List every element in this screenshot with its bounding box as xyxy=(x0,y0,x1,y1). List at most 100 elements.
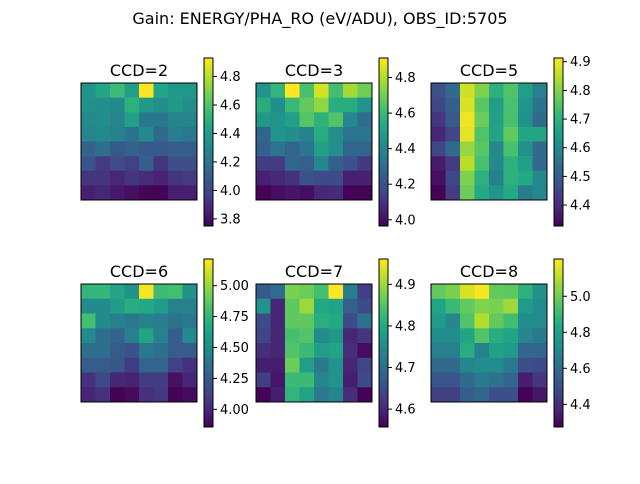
heatmap-cell xyxy=(314,141,329,157)
colorbar-segment xyxy=(554,340,563,344)
heatmap-cell xyxy=(489,372,504,388)
heatmap-cell xyxy=(285,284,300,300)
heatmap-cell xyxy=(153,83,169,98)
heatmap-cell xyxy=(182,372,198,388)
colorbar-segment xyxy=(204,63,213,67)
heatmap-panel-ccd-5: CCD=5 4.4 4.5 4.6 4.7 4.8 4.9 xyxy=(430,55,591,227)
colorbar-segment xyxy=(554,150,563,154)
heatmap-cell xyxy=(518,298,533,314)
heatmap-cell xyxy=(95,343,111,359)
heatmap-cell xyxy=(81,112,96,128)
heatmap-cell xyxy=(314,284,329,300)
colorbar-segment xyxy=(554,407,563,411)
colorbar-segment xyxy=(204,77,213,81)
heatmap-cell xyxy=(124,126,140,142)
colorbar-segment xyxy=(379,415,388,419)
heatmap-cell xyxy=(489,357,504,373)
heatmap-cell xyxy=(270,141,286,157)
colorbar-segment xyxy=(554,200,563,204)
colorbar-segment xyxy=(554,421,563,425)
heatmap-cell xyxy=(168,97,183,113)
heatmap-cell xyxy=(168,141,183,157)
heatmap-cell xyxy=(256,343,271,359)
axes-frame xyxy=(80,283,198,403)
heatmap-cell xyxy=(270,328,286,344)
heatmap-cell xyxy=(153,141,169,157)
colorbar-segment xyxy=(554,267,563,271)
colorbar-segment xyxy=(554,122,563,126)
colorbar-segment xyxy=(379,315,388,319)
heatmap-cell xyxy=(343,97,358,113)
heatmap-cell xyxy=(256,328,271,344)
heatmap-cell xyxy=(256,156,271,172)
heatmap-cell xyxy=(314,126,329,142)
heatmap-cell xyxy=(139,357,154,373)
colorbar-segment xyxy=(204,220,213,224)
colorbar-segment xyxy=(204,278,213,282)
heatmap-cell xyxy=(182,357,198,373)
heatmap-cell xyxy=(357,313,373,329)
colorbar-segment xyxy=(379,150,388,154)
heatmap-cell xyxy=(460,357,475,373)
colorbar-segment xyxy=(204,259,213,263)
heatmap-cell xyxy=(474,97,490,113)
colorbar-segment xyxy=(204,142,213,146)
heatmap-cell xyxy=(328,343,344,359)
heatmap-cell xyxy=(110,126,125,142)
colorbar-segment xyxy=(204,295,213,299)
colorbar-segment xyxy=(554,69,563,73)
colorbar: 3.8 4.0 4.2 4.4 4.6 4.8 xyxy=(203,57,241,227)
colorbar-segment xyxy=(379,281,388,285)
panel-title: CCD=8 xyxy=(460,262,518,281)
heatmap-cell xyxy=(503,357,519,373)
heatmap-cell xyxy=(182,185,198,201)
colorbar-segment xyxy=(554,275,563,279)
colorbar-frame xyxy=(203,57,214,227)
heatmap-cell xyxy=(474,112,490,128)
colorbar-segment xyxy=(379,217,388,221)
colorbar-segment xyxy=(204,309,213,313)
colorbar-tick-label: 3.8 xyxy=(220,212,241,227)
heatmap-cell xyxy=(182,170,198,186)
colorbar-segment xyxy=(204,130,213,134)
heatmap-cell xyxy=(431,357,446,373)
colorbar-tick-label: 4.00 xyxy=(220,403,249,418)
colorbar-segment xyxy=(379,295,388,299)
heatmap-cell xyxy=(357,97,373,113)
heatmap-cell xyxy=(460,284,475,300)
heatmap-cell xyxy=(285,343,300,359)
colorbar-segment xyxy=(379,289,388,293)
colorbar-segment xyxy=(204,382,213,386)
heatmap-cell xyxy=(445,357,461,373)
heatmap-cell xyxy=(182,284,198,300)
heatmap-cell xyxy=(518,112,533,128)
heatmap-cell xyxy=(532,170,548,186)
heatmap-cell xyxy=(124,170,140,186)
heatmap-cell xyxy=(343,141,358,157)
colorbar-tick-label: 4.6 xyxy=(395,403,416,418)
heatmap-cell xyxy=(153,170,169,186)
colorbar-segment xyxy=(379,60,388,64)
colorbar-segment xyxy=(554,331,563,335)
colorbar-segment xyxy=(379,387,388,391)
colorbar-segment xyxy=(379,69,388,73)
colorbar-segment xyxy=(204,326,213,330)
heatmap-cell xyxy=(357,298,373,314)
heatmap-cell xyxy=(153,112,169,128)
colorbar-segment xyxy=(379,379,388,383)
heatmap-panel-ccd-7: CCD=7 4.6 4.7 4.8 4.9 xyxy=(255,258,416,428)
heatmap-cell xyxy=(445,170,461,186)
heatmap-cell xyxy=(270,126,286,142)
colorbar-segment xyxy=(379,259,388,263)
heatmap-cell xyxy=(153,343,169,359)
heatmap-cell xyxy=(153,185,169,201)
colorbar-segment xyxy=(204,270,213,274)
heatmap-cell xyxy=(503,387,519,403)
heatmap-cell xyxy=(503,343,519,359)
heatmap-cell xyxy=(139,112,154,128)
colorbar-segment xyxy=(379,206,388,210)
heatmap-cell xyxy=(299,387,315,403)
colorbar-segment xyxy=(204,315,213,319)
heatmap-cell xyxy=(270,156,286,172)
colorbar-segment xyxy=(554,184,563,188)
